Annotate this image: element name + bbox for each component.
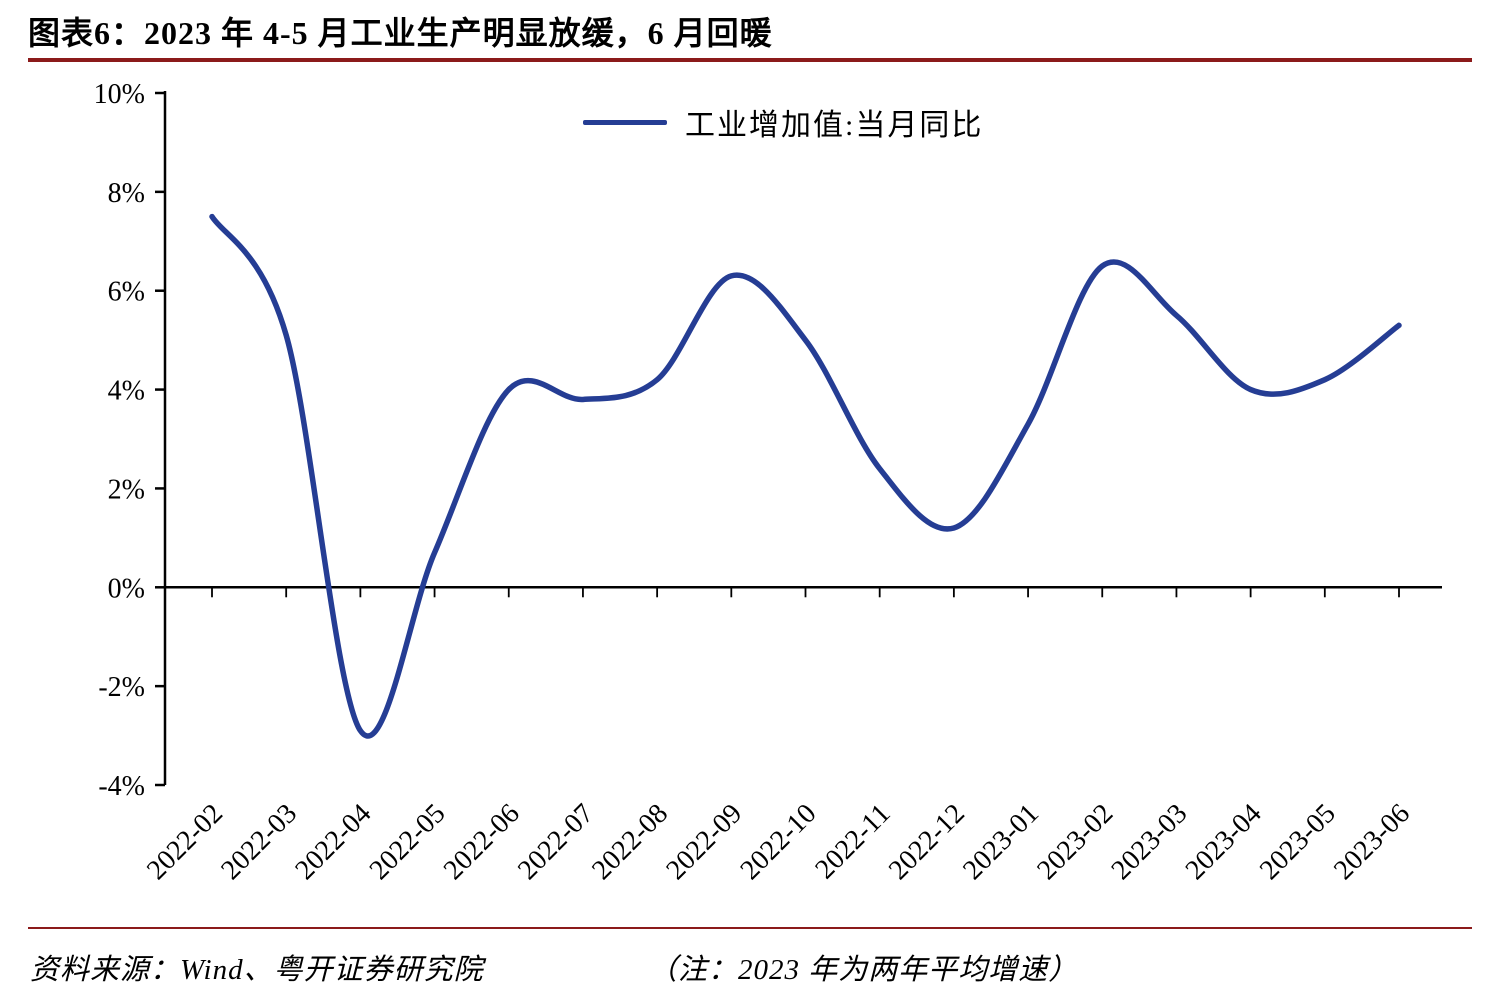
legend-label: 工业增加值:当月同比 bbox=[685, 109, 984, 142]
x-tick-label: 2022-12 bbox=[883, 798, 971, 886]
x-tick-label: 2023-02 bbox=[1031, 798, 1119, 886]
source-text: 资料来源：Wind、粤开证券研究院 bbox=[30, 954, 484, 986]
chart-title: 图表6：2023 年 4-5 月工业生产明显放缓，6 月回暖 bbox=[28, 15, 773, 51]
y-tick-label: 4% bbox=[108, 376, 145, 407]
legend-line-swatch bbox=[583, 119, 667, 125]
y-tick-label: -4% bbox=[98, 771, 145, 802]
x-tick-label: 2022-11 bbox=[809, 798, 896, 885]
x-tick-label: 2022-05 bbox=[364, 798, 452, 886]
x-tick-label: 2022-07 bbox=[512, 798, 600, 886]
x-tick-label: 2023-01 bbox=[957, 798, 1045, 886]
x-tick-label: 2022-03 bbox=[215, 798, 303, 886]
y-tick-label: 0% bbox=[108, 573, 145, 604]
series-line bbox=[209, 213, 1402, 739]
note-text: （注：2023 年为两年平均增速） bbox=[648, 954, 1079, 986]
x-tick-label: 2022-06 bbox=[438, 798, 526, 886]
x-tick-label: 2022-10 bbox=[735, 798, 823, 886]
x-tick-label: 2022-02 bbox=[141, 798, 229, 886]
x-tick-label: 2023-05 bbox=[1254, 798, 1342, 886]
x-tick-label: 2022-04 bbox=[289, 798, 377, 886]
y-tick-label: -2% bbox=[98, 672, 145, 703]
y-tick-label: 8% bbox=[108, 178, 145, 209]
y-tick-label: 10% bbox=[94, 79, 145, 110]
x-tick-label: 2023-04 bbox=[1180, 798, 1268, 886]
legend: 工业增加值:当月同比 bbox=[583, 100, 983, 144]
x-tick-label: 2023-06 bbox=[1328, 798, 1416, 886]
footer-divider-rule bbox=[28, 927, 1472, 929]
y-tick-label: 6% bbox=[108, 277, 145, 308]
title-divider-rule bbox=[28, 58, 1472, 62]
y-tick-label: 2% bbox=[108, 474, 145, 505]
x-tick-label: 2022-08 bbox=[586, 798, 674, 886]
x-tick-label: 2022-09 bbox=[660, 798, 748, 886]
x-tick-label: 2023-03 bbox=[1105, 798, 1193, 886]
